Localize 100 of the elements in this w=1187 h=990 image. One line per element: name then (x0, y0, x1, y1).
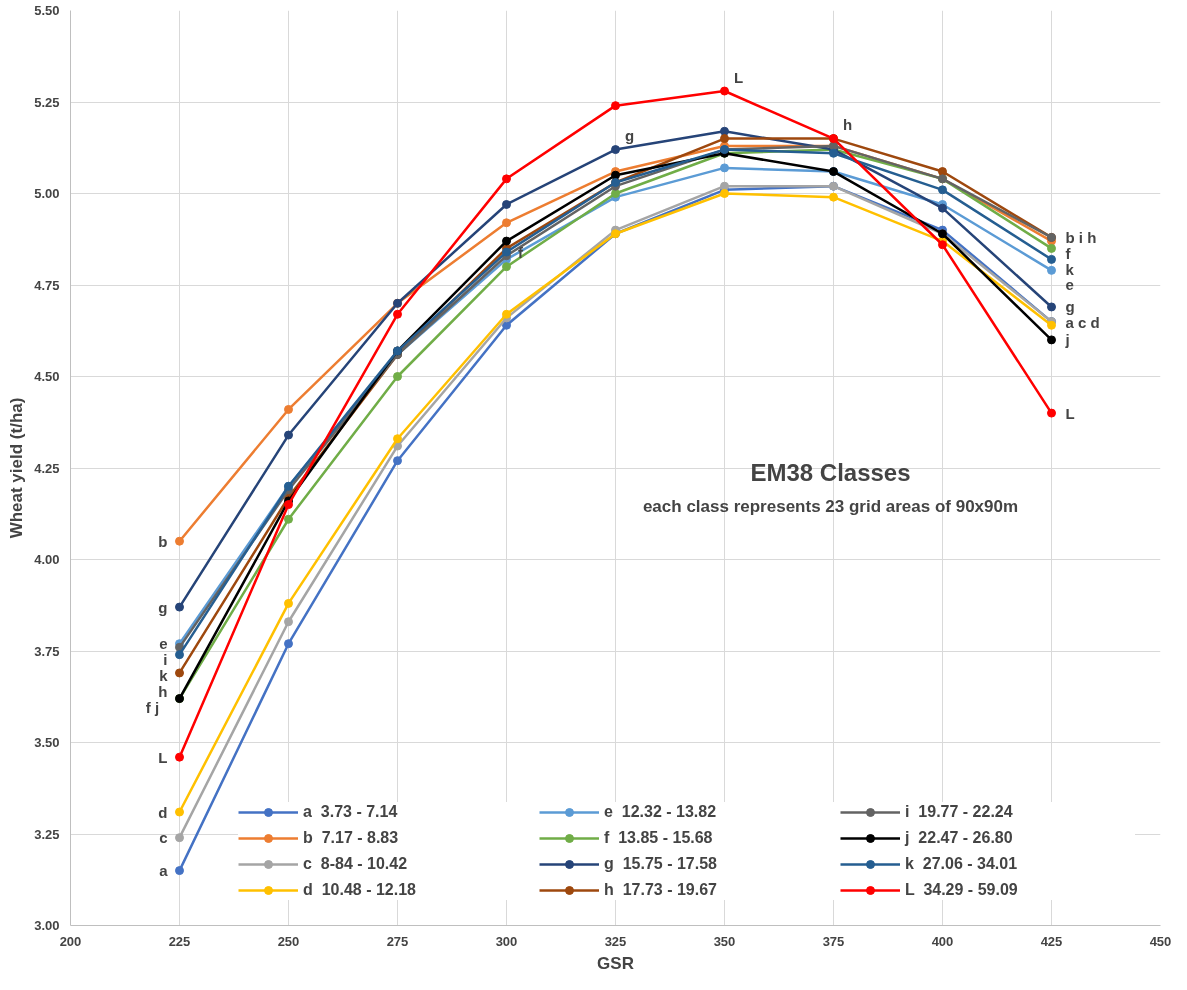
point (1047, 243, 1056, 253)
point (720, 163, 729, 173)
annotation: j (1064, 331, 1070, 349)
point (175, 807, 184, 817)
point (502, 262, 511, 272)
point (393, 372, 402, 381)
point (1047, 302, 1056, 312)
point (502, 236, 511, 246)
point (1047, 335, 1056, 345)
annotation: f (1065, 244, 1072, 262)
legend-label: L 34.29 - 59.09 (905, 881, 1019, 899)
point (502, 174, 511, 184)
point (502, 199, 511, 209)
x-axis-title: GSR (597, 953, 634, 973)
point (720, 181, 729, 191)
y-tick-label: 4.50 (34, 369, 60, 384)
annotation: L (158, 748, 168, 766)
annotation: b i h (1065, 228, 1097, 246)
y-tick-label: 5.50 (34, 3, 60, 18)
y-tick-label: 5.00 (34, 186, 60, 201)
text: EM38 Classes (750, 458, 911, 486)
annotation: a (159, 862, 169, 880)
annotation: k (1065, 260, 1075, 278)
y-tick-label: 3.25 (34, 826, 60, 842)
point (175, 833, 184, 843)
annotation: g (624, 127, 635, 145)
point (393, 434, 402, 444)
point (393, 456, 402, 466)
point (284, 430, 293, 440)
x-tick-label: 200 (59, 933, 82, 949)
point (284, 514, 293, 524)
annotation: L (733, 68, 744, 86)
point (393, 309, 402, 319)
point (829, 192, 838, 202)
legend-label: j 22.47 - 26.80 (905, 829, 1014, 847)
point (720, 126, 729, 136)
point (175, 866, 184, 876)
annotation: e (1065, 276, 1074, 294)
point (938, 240, 947, 250)
point (175, 668, 184, 678)
point (611, 189, 620, 198)
y-tick-label: 3.00 (34, 918, 60, 933)
point (611, 145, 620, 155)
legend-label: c 8-84 - 10.42 (303, 855, 409, 873)
annotation: a c d (1065, 314, 1100, 332)
point (284, 598, 293, 608)
point (720, 134, 729, 144)
y-tick-label: 5.25 (34, 94, 60, 110)
annotation: h (158, 683, 168, 701)
x-tick-label: 450 (1149, 933, 1172, 949)
legend-label: i 19.77 - 22.24 (905, 803, 1014, 821)
y-tick-label: 3.50 (34, 735, 60, 750)
x-tick-label: 300 (495, 933, 518, 949)
x-tick-label: 325 (604, 933, 627, 949)
point (175, 752, 184, 762)
point (175, 650, 184, 660)
annotation: h (842, 116, 853, 134)
point (1047, 408, 1056, 418)
point (611, 101, 620, 111)
annotation: L (1065, 404, 1075, 422)
point (938, 185, 947, 195)
y-tick-label: 4.00 (34, 552, 60, 567)
legend-label: e 12.32 - 13.82 (604, 803, 718, 821)
point (175, 536, 184, 546)
y-tick-label: 4.75 (34, 277, 60, 293)
point (1047, 254, 1056, 264)
point (284, 404, 293, 414)
legend-label: d 10.48 - 12.18 (303, 881, 417, 899)
point (720, 86, 729, 96)
y-tick-label: 4.25 (34, 460, 60, 476)
x-tick-label: 400 (931, 933, 954, 949)
x-tick-label: 275 (386, 933, 409, 949)
annotation: e (159, 634, 168, 652)
point (720, 189, 729, 198)
x-tick-label: 225 (168, 933, 191, 949)
annotation: b (158, 532, 168, 550)
y-axis-title: Wheat yield (t/ha) (7, 397, 27, 539)
annotation: c (159, 829, 168, 847)
legend-label: f 13.85 - 15.68 (604, 829, 714, 847)
x-tick-label: 350 (713, 933, 736, 949)
legend-label: g 15.75 - 17.58 (604, 855, 718, 873)
point (938, 203, 947, 213)
annotation: f j (145, 699, 160, 717)
legend-label: h 17.73 - 19.67 (604, 881, 718, 899)
x-tick-label: 375 (822, 933, 845, 949)
legend-label: a 3.73 - 7.14 (303, 803, 399, 821)
point (284, 639, 293, 649)
legend-label: k 27.06 - 34.01 (905, 855, 1019, 873)
legend-label: b 7.17 - 8.83 (303, 829, 400, 847)
x-tick-label: 250 (277, 933, 300, 949)
point (502, 320, 511, 330)
annotation: g (158, 598, 168, 616)
point (502, 247, 511, 257)
annotation: i (163, 651, 168, 669)
annotation: f (518, 244, 524, 262)
x-tick-label: 425 (1040, 933, 1063, 949)
point (1047, 265, 1056, 275)
annotation: d (158, 803, 168, 821)
point (284, 617, 293, 627)
point (502, 309, 511, 319)
